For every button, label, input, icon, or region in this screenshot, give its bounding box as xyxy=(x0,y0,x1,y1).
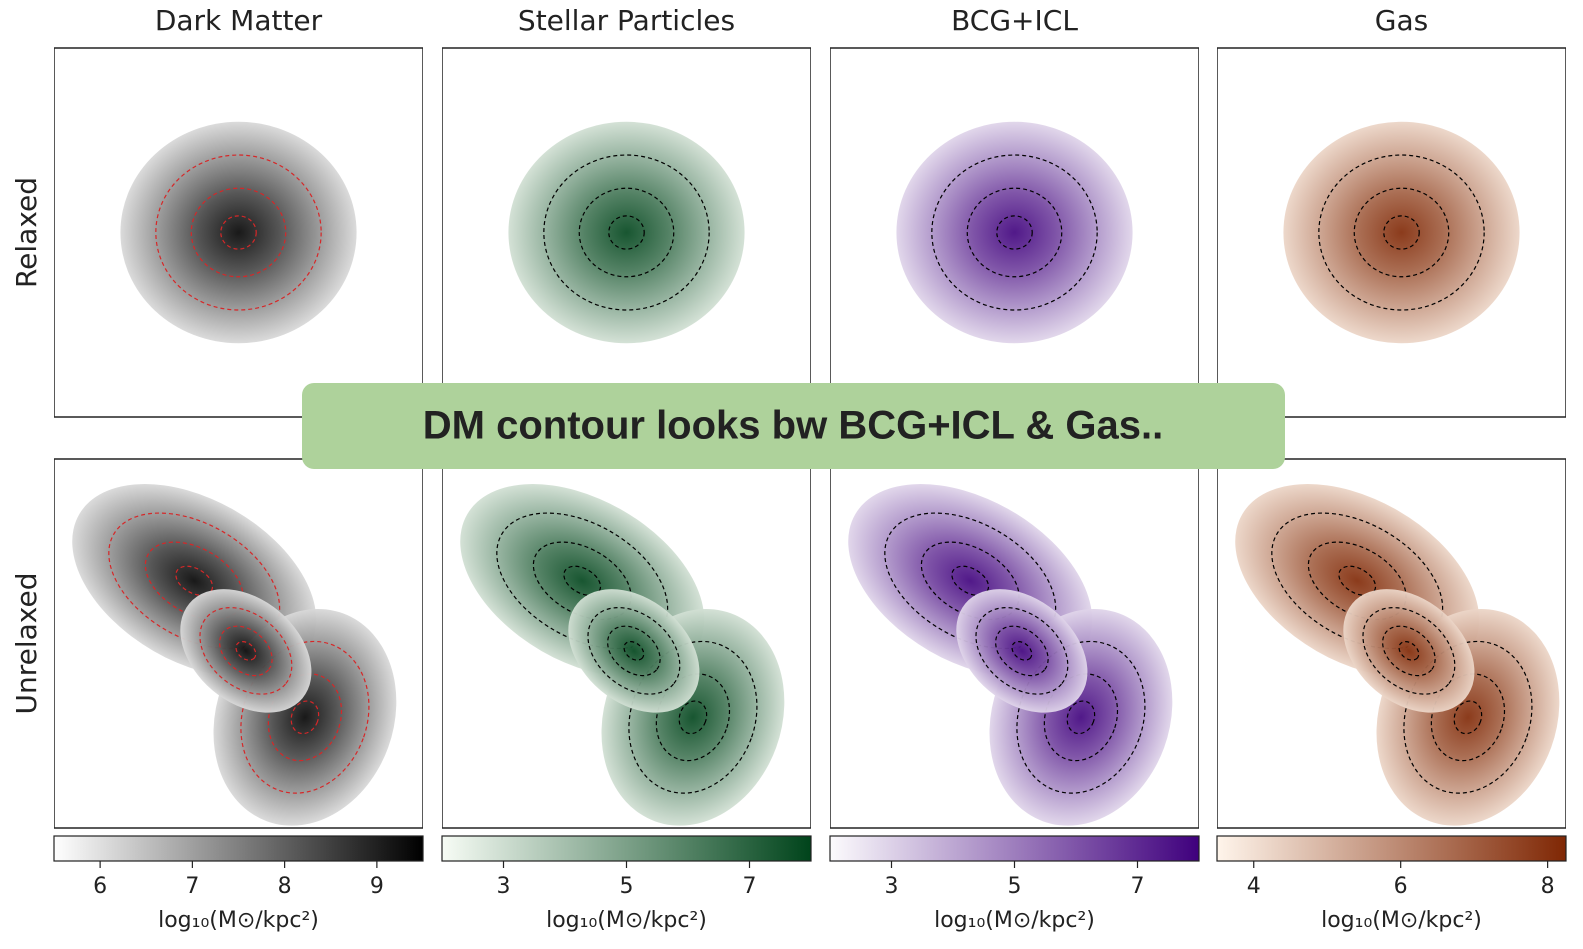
density-blob xyxy=(1343,589,1475,713)
banner-box xyxy=(302,383,1285,469)
contour xyxy=(655,673,731,762)
colorbar-tick-label: 8 xyxy=(1541,874,1555,899)
colorbar-tick-label: 5 xyxy=(1008,874,1022,899)
colorbar xyxy=(1216,835,1567,862)
density-blob xyxy=(896,121,1133,344)
contour xyxy=(623,641,645,661)
contour xyxy=(219,625,273,677)
density-blob xyxy=(180,589,312,713)
map-panel xyxy=(830,47,1199,418)
colorbar-label: log₁₀(M⊙/kpc²) xyxy=(1321,908,1482,933)
column-title: Dark Matter xyxy=(155,4,323,37)
colorbar xyxy=(53,835,424,862)
density-blob xyxy=(120,121,357,344)
colorbar-tick-label: 9 xyxy=(370,874,384,899)
contour xyxy=(587,607,681,695)
contour xyxy=(1043,673,1119,762)
contour xyxy=(155,154,322,311)
colorbar-label: log₁₀(M⊙/kpc²) xyxy=(546,908,707,933)
column-title: Gas xyxy=(1375,4,1428,37)
colorbar-tick-label: 7 xyxy=(185,874,199,899)
contour xyxy=(1383,215,1420,250)
contour xyxy=(220,215,257,250)
banner-text: DM contour looks bw BCG+ICL & Gas.. xyxy=(423,404,1163,448)
contour xyxy=(996,215,1033,250)
map-panel xyxy=(442,458,811,829)
contour xyxy=(235,641,257,661)
colorbar xyxy=(829,835,1200,862)
contour xyxy=(966,187,1063,278)
colorbar-tick-label: 6 xyxy=(93,874,107,899)
contour xyxy=(608,215,645,250)
colorbar-tick-label: 3 xyxy=(497,874,511,899)
map-panel xyxy=(1217,458,1566,829)
contour xyxy=(1382,625,1436,677)
colorbar-tick-label: 7 xyxy=(743,874,757,899)
colorbar-tick-label: 3 xyxy=(885,874,899,899)
colorbar-label: log₁₀(M⊙/kpc²) xyxy=(934,908,1095,933)
density-blob xyxy=(956,589,1088,713)
map-panel xyxy=(54,458,423,829)
contour xyxy=(199,607,293,695)
colorbar-tick-label: 6 xyxy=(1394,874,1408,899)
contour xyxy=(678,700,708,735)
colorbar-label: log₁₀(M⊙/kpc²) xyxy=(158,908,319,933)
row-label: Relaxed xyxy=(10,177,43,288)
contour xyxy=(1353,187,1450,278)
contour xyxy=(1318,154,1485,311)
contour xyxy=(190,187,287,278)
contour xyxy=(543,154,710,311)
map-panel xyxy=(1217,47,1566,418)
contour xyxy=(975,607,1069,695)
map-panel xyxy=(54,47,423,418)
contour xyxy=(1453,700,1483,735)
map-panel xyxy=(442,47,811,418)
contour xyxy=(931,154,1098,311)
contour xyxy=(1362,607,1456,695)
contour xyxy=(607,625,661,677)
density-blob xyxy=(1283,121,1520,344)
colorbar-tick-label: 8 xyxy=(278,874,292,899)
contour xyxy=(290,700,320,735)
colorbar-tick-label: 5 xyxy=(620,874,634,899)
contour xyxy=(1398,641,1420,661)
contour xyxy=(1066,700,1096,735)
colorbar xyxy=(441,835,812,862)
contour xyxy=(995,625,1049,677)
contour xyxy=(1011,641,1033,661)
column-title: Stellar Particles xyxy=(518,4,735,37)
density-blob xyxy=(568,589,700,713)
colorbar-tick-label: 4 xyxy=(1247,874,1261,899)
contour xyxy=(267,673,343,762)
column-title: BCG+ICL xyxy=(951,4,1078,37)
density-blob xyxy=(508,121,745,344)
colorbar-tick-label: 7 xyxy=(1131,874,1145,899)
row-label: Unrelaxed xyxy=(10,572,43,714)
contour xyxy=(1430,673,1506,762)
contour xyxy=(578,187,675,278)
map-panel xyxy=(830,458,1199,829)
